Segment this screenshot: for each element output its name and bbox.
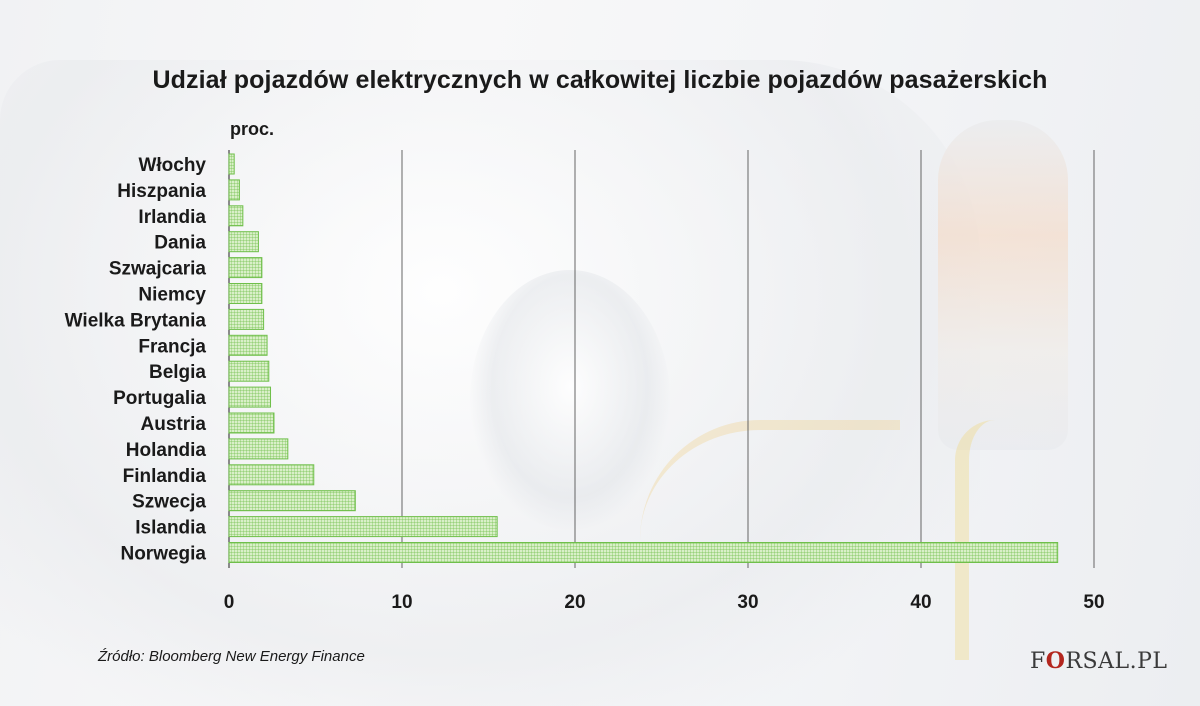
bar	[228, 308, 265, 330]
category-label: Irlandia	[138, 207, 206, 228]
category-label: Portugalia	[113, 388, 206, 409]
category-labels: Włochy Hiszpania Irlandia Dania Szwajcaria Ni…	[65, 155, 207, 565]
logo-prefix: F	[1030, 649, 1046, 674]
x-tick-label: 0	[224, 592, 235, 613]
bar	[228, 542, 1059, 563]
bar	[228, 179, 240, 201]
bar	[228, 386, 272, 408]
x-tick-label: 40	[910, 592, 931, 613]
category-label: Islandia	[135, 518, 206, 539]
bar	[228, 153, 235, 175]
logo-suffix: RSAL.PL	[1065, 649, 1168, 674]
forsal-logo: FORSAL.PL	[1030, 648, 1167, 674]
chart-title: Udział pojazdów elektrycznych w całkowit…	[152, 66, 1048, 94]
category-label: Holandia	[126, 440, 207, 461]
x-tick-label: 50	[1083, 592, 1104, 613]
category-label: Austria	[141, 414, 207, 435]
bar	[228, 334, 268, 356]
category-label: Niemcy	[138, 285, 206, 306]
x-tick-label: 30	[737, 592, 758, 613]
x-tick-label: 10	[391, 592, 412, 613]
unit-label: proc.	[230, 119, 275, 139]
bar	[228, 412, 275, 434]
bar	[228, 257, 263, 279]
x-tick-label: 20	[564, 592, 585, 613]
logo-mark: O	[1045, 648, 1066, 674]
category-label: Finlandia	[123, 466, 207, 487]
tick-labels: 0 10 20 30 40 50	[224, 592, 1105, 613]
bar	[228, 360, 270, 382]
bar	[228, 516, 498, 538]
category-label: Włochy	[138, 155, 206, 176]
category-label: Szwecja	[132, 492, 206, 513]
bar	[228, 464, 315, 486]
category-label: Belgia	[149, 362, 206, 383]
category-label: Hiszpania	[117, 181, 206, 202]
bar	[228, 490, 356, 512]
category-label: Norwegia	[120, 544, 206, 565]
category-label: Wielka Brytania	[65, 310, 207, 331]
bar	[228, 438, 289, 460]
category-label: Francja	[138, 336, 206, 357]
gridlines	[228, 150, 1095, 568]
category-label: Szwajcaria	[109, 259, 207, 280]
source-note: Źródło: Bloomberg New Energy Finance	[98, 648, 365, 665]
bar	[228, 205, 244, 227]
category-label: Dania	[154, 233, 206, 254]
bars	[228, 153, 1059, 563]
bar	[228, 231, 259, 253]
bar	[228, 283, 263, 304]
